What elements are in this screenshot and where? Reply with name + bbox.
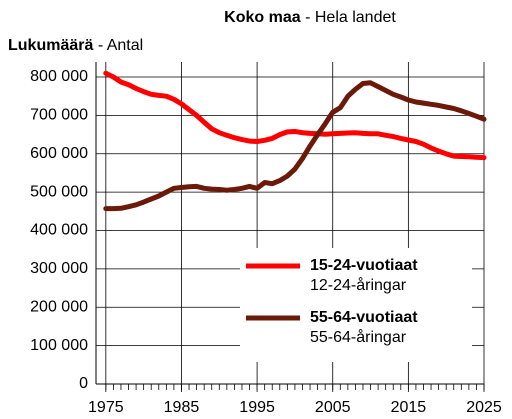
y-axis-label: Lukumäärä - Antal [8, 37, 143, 54]
ylabel-rest: - Antal [93, 37, 143, 54]
series-line [103, 80, 487, 212]
y-tick-label: 600 000 [30, 145, 88, 162]
x-tick-label: 1975 [88, 399, 124, 416]
y-tick-label: 700 000 [30, 107, 88, 124]
x-tick-label: 1985 [164, 399, 200, 416]
x-tick-label: 1995 [239, 399, 275, 416]
ylabel-bold: Lukumäärä [8, 37, 93, 54]
y-tick-label: 400 000 [30, 222, 88, 239]
y-tick-label: 0 [79, 375, 88, 392]
chart-title: Koko maa - Hela landet [224, 9, 396, 26]
y-tick-label: 800 000 [30, 68, 88, 85]
x-tick-label: 2025 [466, 399, 502, 416]
legend-label: 55-64-vuotiaat [310, 309, 418, 326]
y-tick-label: 200 000 [30, 298, 88, 315]
title-bold: Koko maa [224, 9, 301, 26]
legend-label-sv: 12-24-åringar [310, 276, 407, 294]
legend-label-sv: 55-64-åringar [310, 328, 407, 346]
series-line [103, 70, 487, 161]
legend-label: 15-24-vuotiaat [310, 257, 418, 274]
x-tick-label: 2015 [391, 399, 427, 416]
y-tick-label: 300 000 [30, 260, 88, 277]
y-tick-label: 500 000 [30, 183, 88, 200]
y-tick-label: 100 000 [30, 337, 88, 354]
x-tick-label: 2005 [315, 399, 351, 416]
title-rest: - Hela landet [301, 9, 397, 26]
